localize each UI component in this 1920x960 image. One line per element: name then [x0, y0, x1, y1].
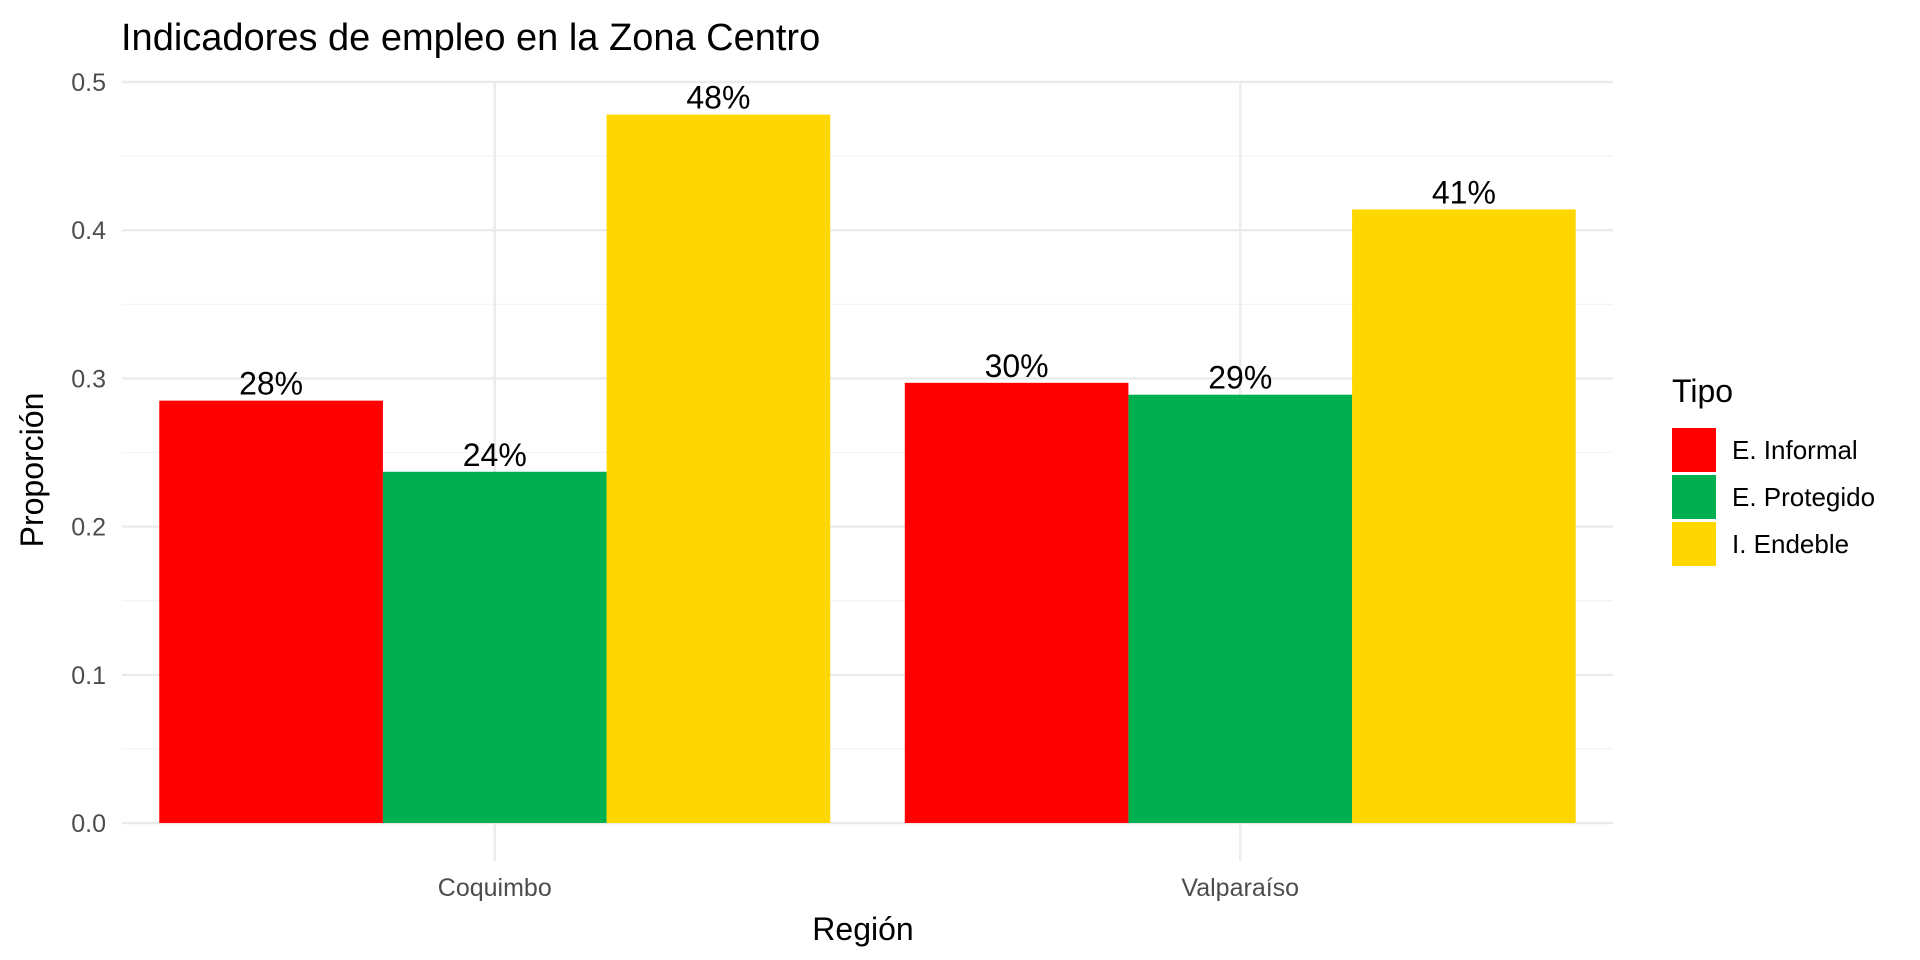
x-axis-ticks: Coquimbo Valparaíso [438, 874, 1299, 902]
legend: Tipo E. Informal E. Protegido I. Endeble [1672, 373, 1875, 566]
bars [159, 114, 1576, 823]
bar-labels: 28% 24% 48% 30% 29% 41% [239, 80, 1496, 473]
legend-label: E. Protegido [1732, 482, 1875, 512]
y-tick-label: 0.4 [71, 217, 106, 245]
bar-e-informal-coquimbo [159, 400, 383, 823]
legend-label: I. Endeble [1732, 529, 1849, 559]
y-tick-label: 0.5 [71, 69, 106, 97]
bar-i-endeble-valparaiso [1352, 209, 1576, 823]
legend-swatch [1672, 522, 1716, 566]
legend-label: E. Informal [1732, 435, 1858, 465]
legend-title: Tipo [1672, 373, 1733, 409]
chart-title: Indicadores de empleo en la Zona Centro [121, 17, 820, 59]
bar-e-informal-valparaiso [904, 382, 1129, 823]
y-axis-ticks: 0.0 0.1 0.2 0.3 0.4 0.5 [71, 69, 106, 838]
legend-swatch [1672, 428, 1716, 472]
bar-data-label: 48% [686, 80, 750, 116]
bar-e-protegido-valparaiso [1128, 394, 1353, 823]
bar-e-protegido-coquimbo [382, 471, 607, 823]
y-tick-label: 0.3 [71, 365, 106, 393]
x-tick-label: Valparaíso [1181, 874, 1299, 902]
y-axis-title: Proporción [14, 393, 50, 548]
legend-items: E. Informal E. Protegido I. Endeble [1672, 428, 1875, 566]
bar-data-label: 30% [985, 348, 1049, 384]
bar-data-label: 24% [463, 437, 527, 473]
y-tick-label: 0.2 [71, 514, 106, 542]
x-tick-label: Coquimbo [438, 874, 552, 902]
y-tick-label: 0.1 [71, 662, 106, 690]
y-tick-label: 0.0 [71, 810, 106, 838]
x-axis-title: Región [812, 911, 913, 947]
bar-data-label: 41% [1432, 174, 1496, 210]
bar-data-label: 28% [239, 366, 303, 402]
legend-swatch [1672, 475, 1716, 519]
bar-i-endeble-coquimbo [606, 114, 831, 823]
bar-data-label: 29% [1208, 360, 1272, 396]
